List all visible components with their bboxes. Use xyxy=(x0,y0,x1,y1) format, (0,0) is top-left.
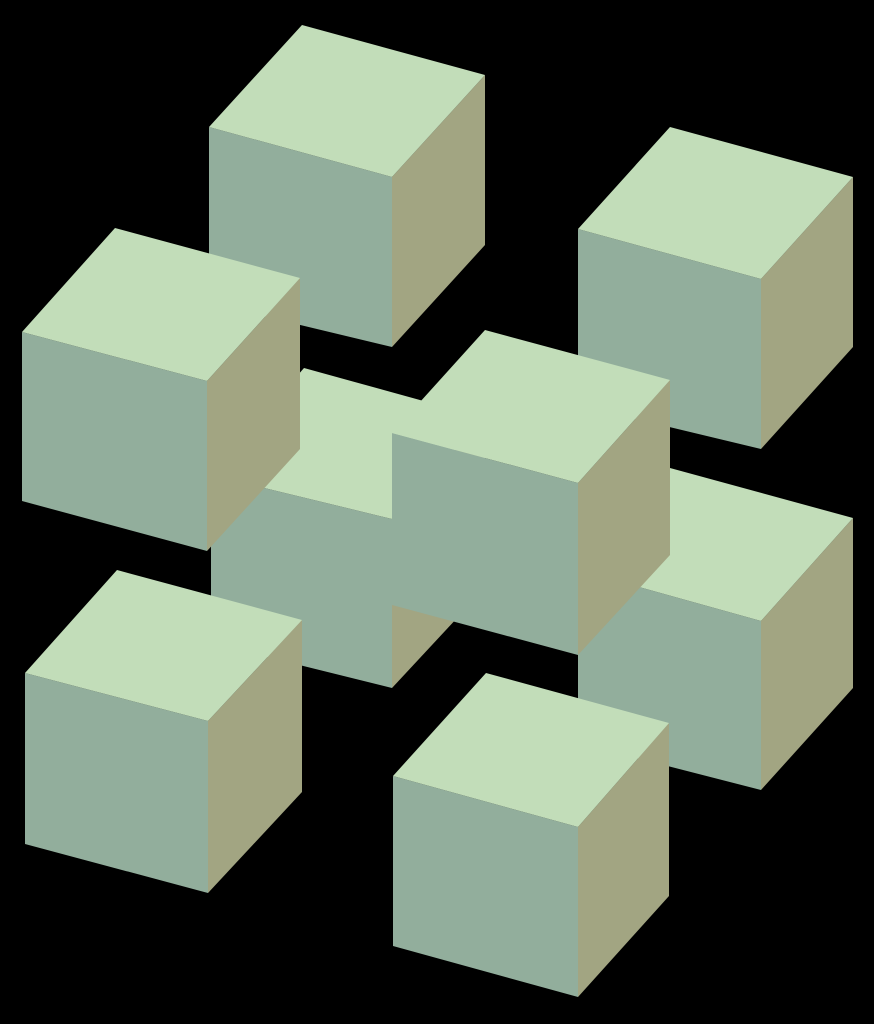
cube-side-face xyxy=(392,75,485,347)
cube-top-face xyxy=(25,570,302,721)
cube-side-face xyxy=(761,177,853,449)
cube-top-face xyxy=(209,25,485,177)
cube-front-face xyxy=(392,433,578,655)
cube-front-face xyxy=(393,776,578,997)
cube-side-face xyxy=(761,518,853,790)
cube-side-face xyxy=(578,723,669,997)
cube-top-face xyxy=(392,330,670,483)
cube-top-face xyxy=(393,673,669,827)
cube-side-face xyxy=(207,278,300,551)
cube-group xyxy=(22,25,853,997)
cube-top-face xyxy=(22,228,300,381)
cube-side-face xyxy=(578,380,670,655)
cube-bottom-left xyxy=(25,570,302,893)
cube-front-face xyxy=(22,332,207,551)
cube-bottom-center xyxy=(393,673,669,997)
cube-middle-left xyxy=(22,228,300,551)
cube-side-face xyxy=(208,620,302,893)
cube-top-face xyxy=(578,127,853,279)
cube-center-front xyxy=(392,330,670,655)
cube-front-face xyxy=(25,673,208,893)
